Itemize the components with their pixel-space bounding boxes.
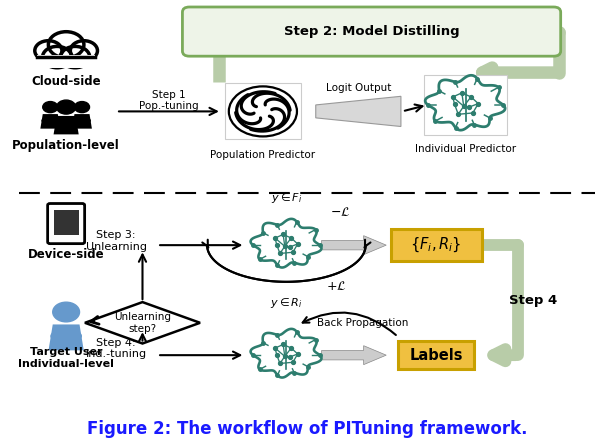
Circle shape [35,41,62,61]
Text: Step 4: Step 4 [509,293,557,307]
Polygon shape [49,324,84,351]
Circle shape [48,32,84,58]
Ellipse shape [73,117,91,125]
Text: Logit Output: Logit Output [326,83,391,93]
Text: Individual Predictor: Individual Predictor [415,144,516,154]
Polygon shape [85,302,200,343]
Circle shape [43,46,72,68]
Ellipse shape [42,117,59,125]
FancyBboxPatch shape [54,210,79,236]
Circle shape [75,102,90,113]
Polygon shape [316,96,401,126]
Text: $\{F_i, R_i\}$: $\{F_i, R_i\}$ [411,236,462,254]
Polygon shape [72,114,92,129]
Circle shape [61,46,90,68]
Polygon shape [40,114,60,129]
Polygon shape [321,236,386,255]
Text: $y \in F_i$: $y \in F_i$ [271,191,302,205]
Text: Back Propagation: Back Propagation [317,318,408,328]
FancyBboxPatch shape [182,7,560,56]
FancyBboxPatch shape [48,203,85,244]
Text: Figure 2: The workflow of PITuning framework.: Figure 2: The workflow of PITuning frame… [87,420,527,438]
Text: $+\mathcal{L}$: $+\mathcal{L}$ [326,281,347,293]
Circle shape [43,102,58,113]
Text: Step 1
Pop.-tuning: Step 1 Pop.-tuning [139,90,199,111]
Text: Target User
Individual-level: Target User Individual-level [18,347,114,369]
FancyBboxPatch shape [424,75,507,135]
Text: Labels: Labels [409,348,463,363]
Circle shape [57,100,76,114]
Circle shape [70,41,98,61]
Polygon shape [54,116,79,134]
FancyBboxPatch shape [398,341,474,369]
Text: Population Predictor: Population Predictor [210,150,315,160]
Circle shape [53,302,79,322]
Text: Unlearning
step?: Unlearning step? [114,312,171,334]
FancyBboxPatch shape [225,84,301,139]
Text: Step 4:
Ind.-tuning: Step 4: Ind.-tuning [85,338,147,359]
Text: Population-level: Population-level [12,139,120,152]
Text: $-\mathcal{L}$: $-\mathcal{L}$ [330,206,350,219]
Ellipse shape [51,329,82,343]
Text: Step 3:
Unlearning: Step 3: Unlearning [85,230,146,251]
Ellipse shape [55,119,78,130]
FancyBboxPatch shape [391,229,482,261]
Text: Cloud-side: Cloud-side [31,75,101,88]
Polygon shape [37,55,95,69]
Polygon shape [321,346,386,365]
Text: $y \in R_i$: $y \in R_i$ [270,297,303,310]
Text: Device-side: Device-side [28,248,105,261]
Text: Step 2: Model Distilling: Step 2: Model Distilling [284,25,459,38]
